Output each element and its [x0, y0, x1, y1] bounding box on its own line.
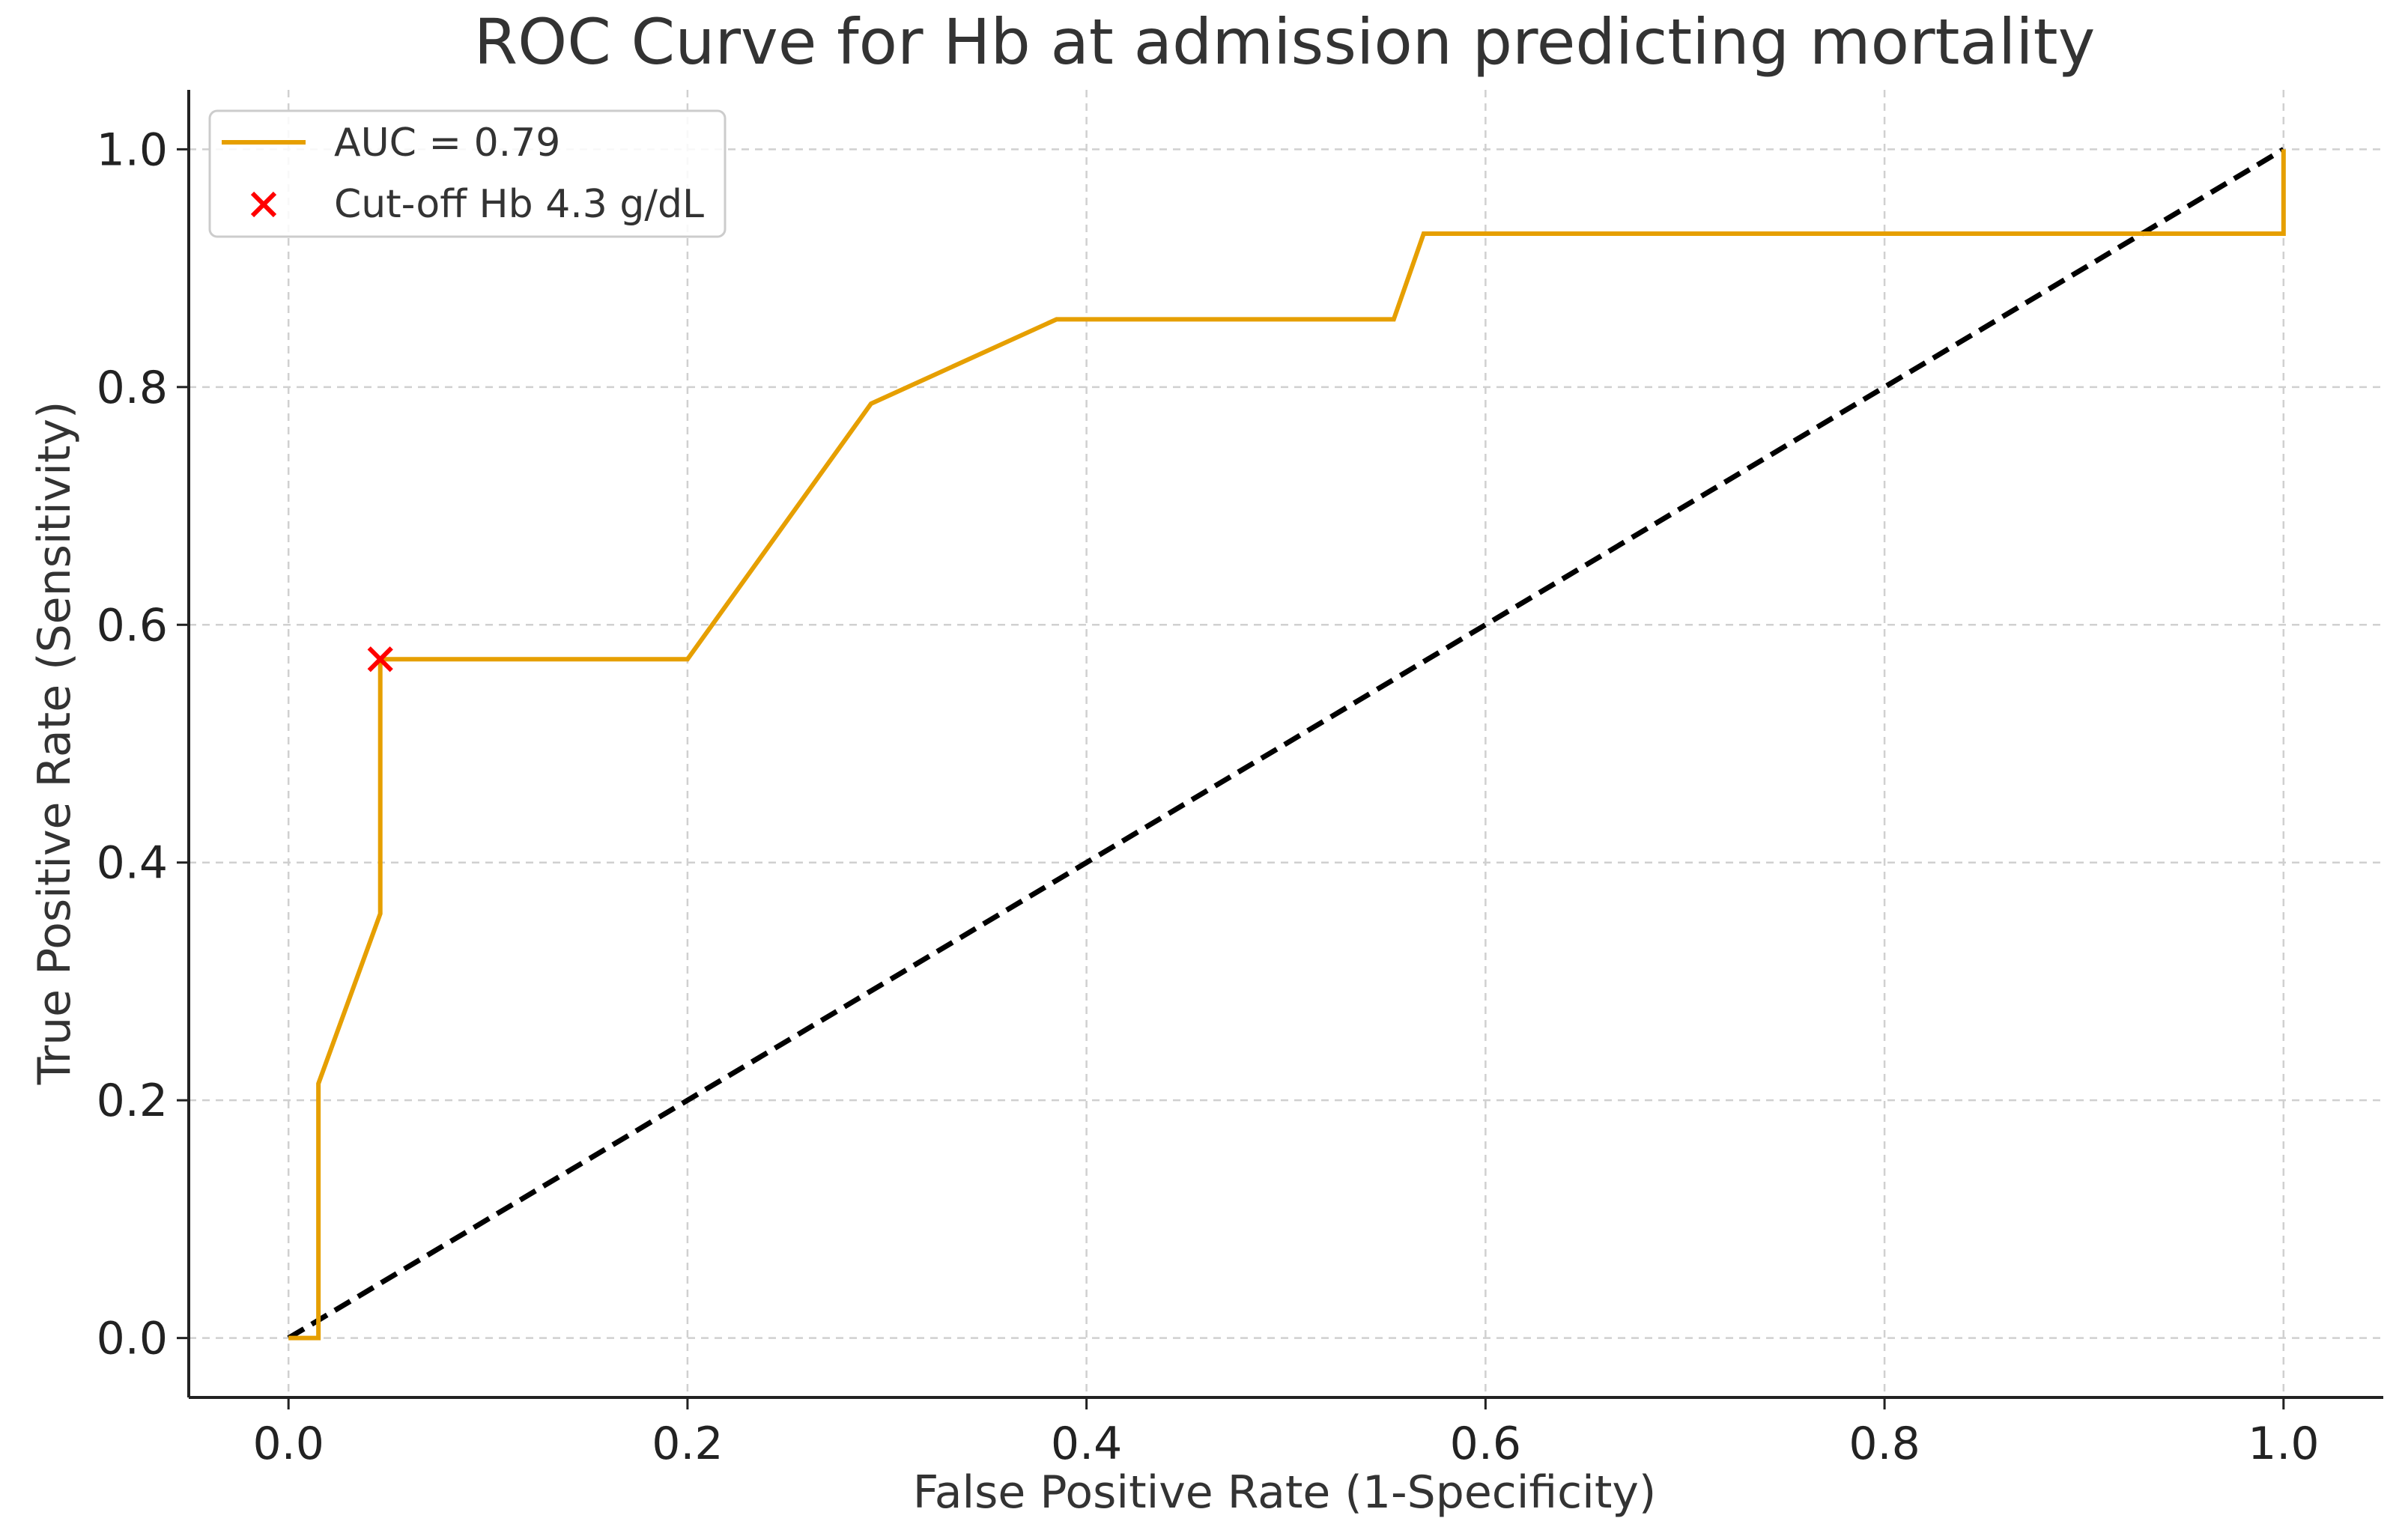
- x-tick-label: 0.6: [1450, 1418, 1521, 1470]
- chart-title: ROC Curve for Hb at admission predicting…: [474, 5, 2096, 79]
- x-tick-label: 0.0: [252, 1418, 324, 1470]
- y-axis-label: True Positive Rate (Sensitivity): [28, 401, 81, 1086]
- legend-cross-marker-icon: [250, 191, 277, 218]
- legend-entry-cutoff: Cut-off Hb 4.3 g/dL: [334, 182, 704, 227]
- legend-box: [208, 109, 727, 238]
- cross-stroke: [250, 191, 277, 218]
- legend-cross-marker: [250, 191, 277, 218]
- legend: AUC = 0.79 Cut-off Hb 4.3 g/dL: [208, 109, 727, 238]
- x-tick-label: 0.8: [1849, 1418, 1920, 1470]
- x-tick-label: 1.0: [2248, 1418, 2319, 1470]
- y-tick-label: 0.8: [97, 362, 168, 414]
- y-tick-label: 0.4: [97, 837, 168, 890]
- x-tick-label: 0.4: [1051, 1418, 1122, 1470]
- x-tick-label: 0.2: [652, 1418, 723, 1470]
- x-axis-label: False Positive Rate (1-Specificity): [913, 1466, 1657, 1519]
- y-tick-label: 1.0: [97, 124, 168, 176]
- plot-area: [287, 147, 2286, 1341]
- grid-lines: [189, 90, 2383, 1397]
- tick-labels: 0.0 0.2 0.4 0.6 0.8 1.0 0.0 0.2 0.4 0.6 0.8 1.0: [97, 124, 2320, 1470]
- legend-entry-auc: AUC = 0.79: [334, 121, 560, 166]
- y-tick-label: 0.6: [97, 599, 168, 652]
- cross-stroke: [367, 646, 393, 673]
- cutoff-point-marker: [367, 646, 393, 673]
- y-tick-label: 0.0: [97, 1313, 168, 1365]
- y-tick-label: 0.2: [97, 1075, 168, 1127]
- axes: [177, 90, 2383, 1409]
- reference-diagonal-line: [287, 147, 2285, 1341]
- roc-curve-line: [288, 149, 2286, 1341]
